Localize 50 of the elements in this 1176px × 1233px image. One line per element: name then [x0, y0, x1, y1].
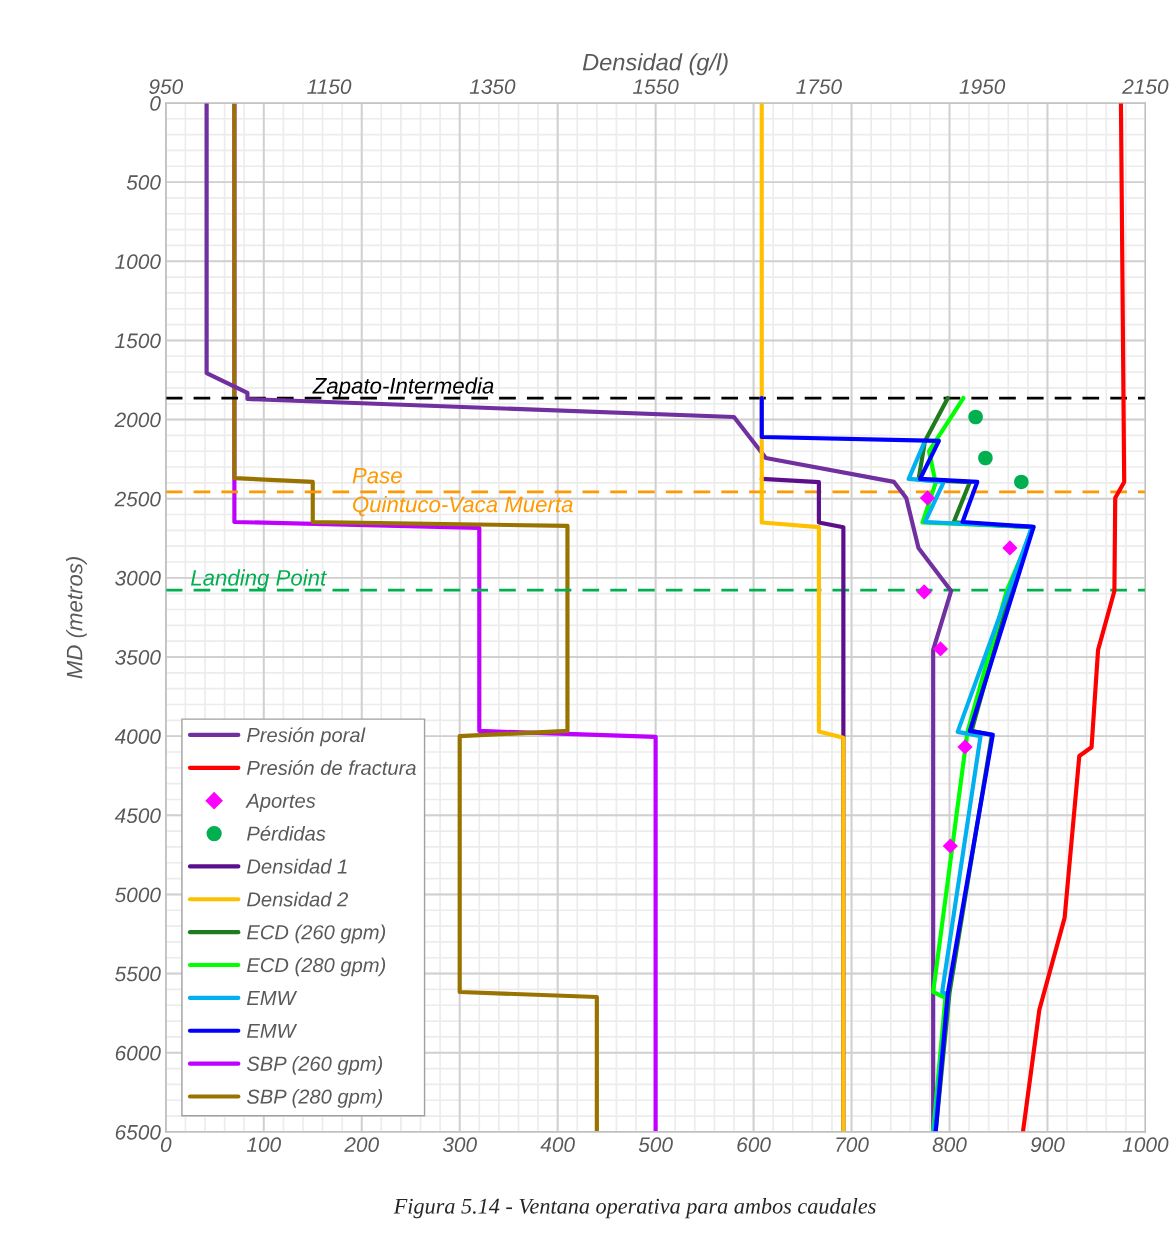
y-tick-label: 1000 [115, 254, 161, 270]
y-tick-label: 4000 [114, 729, 161, 744]
legend-label: ECD (260 gpm) [246, 924, 386, 944]
x-tick-label: 1000 [1122, 1137, 1169, 1153]
x-tick-label: 900 [1030, 1137, 1065, 1153]
ref-line-label: Pase Quintuco-Vaca Muerta [352, 467, 573, 517]
ref-line-label: Zapato-Intermedia [312, 377, 494, 399]
x2-tick-label: 1550 [632, 79, 679, 94]
legend-label: Presión de fractura [246, 760, 416, 776]
legend-label: EMW [246, 991, 298, 1005]
y-tick-label: 3000 [115, 570, 161, 586]
legend-label: ECD (280 gpm) [246, 957, 386, 977]
y-tick-label: 5500 [115, 966, 161, 982]
x2-tick-label: 1150 [307, 79, 352, 94]
x-tick-label: 400 [540, 1137, 575, 1153]
x2-tick-label: 1950 [959, 79, 1006, 94]
y-tick-label: 1500 [115, 333, 161, 349]
y-tick-label: 3500 [115, 650, 161, 665]
x-tick-label: 500 [638, 1137, 673, 1153]
y-tick-label: 0 [150, 95, 161, 111]
x-tick-label: 200 [344, 1137, 379, 1153]
y-tick-label: 5000 [115, 887, 161, 903]
y-tick-label: 500 [126, 175, 161, 190]
x-tick-label: 100 [246, 1137, 281, 1153]
y-tick-label: 6000 [115, 1045, 161, 1061]
x-tick-label: 0 [160, 1137, 172, 1153]
y-axis-title: MD (metros) [66, 557, 87, 679]
x-tick-label: 800 [932, 1137, 967, 1153]
x2-axis-title: Densidad (g/l) [582, 53, 728, 76]
y-tick-label: 2500 [114, 491, 161, 507]
legend-label: SBP (280 gpm) [246, 1088, 383, 1108]
legend-label: Densidad 2 [246, 891, 348, 907]
legend-label: SBP (260 gpm) [246, 1056, 383, 1075]
x-tick-label: 300 [442, 1137, 477, 1153]
legend-label: EMW [246, 1023, 298, 1038]
y-tick-label: 2000 [114, 412, 161, 428]
x-tick-label: 600 [737, 1137, 771, 1153]
legend-label: Presión poral [246, 727, 366, 747]
legend-label: Aportes [245, 793, 316, 812]
y-tick-label: 4500 [114, 808, 161, 824]
legend-label: Densidad 1 [246, 858, 347, 874]
legend-label: Pérdidas [246, 825, 326, 841]
x2-tick-label: 1750 [796, 79, 842, 94]
y-tick-label: 6500 [115, 1124, 161, 1140]
text: Figura 5.14 - Ventana operativa para ambos caudales [393, 1198, 876, 1219]
ref-line-label: Landing Point [190, 569, 327, 591]
x-tick-label: 700 [836, 1137, 869, 1153]
x2-tick-label: 2150 [1122, 79, 1169, 94]
x2-tick-label: 950 [149, 79, 184, 94]
x2-tick-label: 1350 [469, 79, 516, 94]
